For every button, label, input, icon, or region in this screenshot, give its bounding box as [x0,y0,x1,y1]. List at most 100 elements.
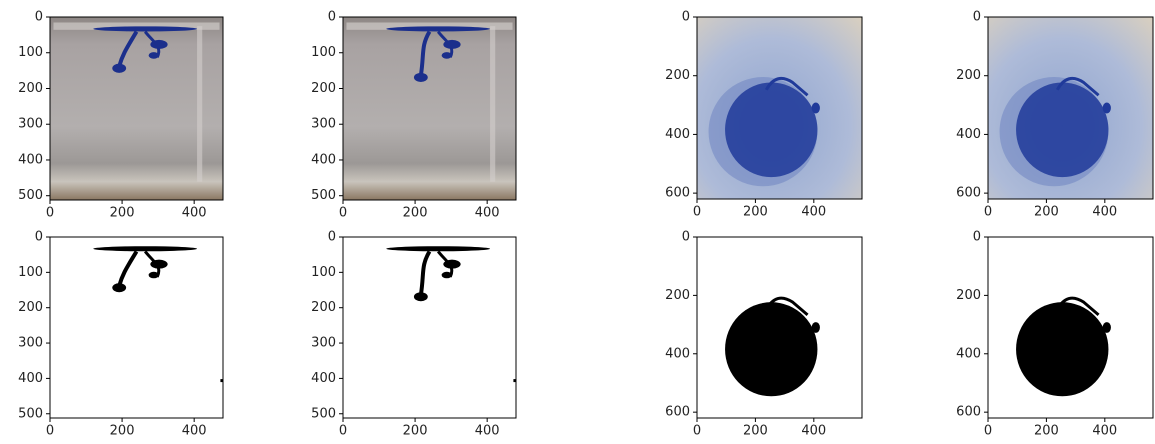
panel: 0 200 400 0 200 400 600 [665,10,862,220]
y-tick-label: 400 [665,346,690,361]
y-tick-label: 400 [665,127,690,142]
image-content [812,322,820,333]
y-tick-label: 600 [665,405,690,420]
image-content [725,302,817,396]
x-tick-label: 0 [339,424,347,439]
y-tick-label: 600 [956,405,981,420]
y-tick-label: 200 [956,288,981,303]
image-content [50,237,223,418]
y-tick-label: 0 [328,10,336,25]
y-tick-label: 0 [973,10,981,25]
image-content [414,292,428,301]
image-content [93,246,197,251]
x-tick-label: 0 [984,205,992,220]
y-tick-label: 400 [311,371,336,386]
image-content [149,272,159,279]
image-content [112,64,126,73]
y-tick-label: 200 [665,68,690,83]
y-tick-label: 300 [18,336,43,351]
panel: 0 200 400 0 100 200 300 400 500 [18,10,223,221]
image-content [386,26,490,31]
image-content [1016,302,1108,396]
x-tick-label: 0 [339,206,347,221]
y-tick-label: 0 [682,10,690,25]
y-tick-label: 500 [311,188,336,203]
y-tick-label: 600 [665,186,690,201]
image-content [443,260,460,269]
image-content [150,40,167,49]
x-tick-label: 200 [403,424,428,439]
y-tick-label: 200 [18,81,43,96]
x-tick-label: 400 [801,205,826,220]
image-content [1103,322,1111,333]
y-tick-label: 200 [311,300,336,315]
x-tick-label: 200 [403,206,428,221]
panel: 0 200 400 0 100 200 300 400 500 [311,230,516,439]
y-tick-label: 300 [311,117,336,132]
y-tick-label: 0 [682,230,690,245]
y-tick-label: 500 [18,406,43,421]
image-content [197,26,202,182]
y-tick-label: 100 [311,45,336,60]
y-tick-label: 300 [18,117,43,132]
x-tick-label: 200 [110,424,135,439]
panel: 0 200 400 0 200 400 600 [665,230,862,439]
image-content [414,73,428,82]
y-tick-label: 100 [311,265,336,280]
image-content [343,237,516,418]
figure: 0200400010020030040050002004000100200300… [0,0,1155,444]
panel: 0 200 400 0 100 200 300 400 500 [311,10,516,221]
x-tick-label: 0 [693,205,701,220]
y-tick-label: 400 [18,152,43,167]
y-tick-label: 300 [311,336,336,351]
x-tick-label: 200 [743,205,768,220]
image-content [442,272,452,279]
x-tick-label: 400 [1092,424,1117,439]
image-content [1103,103,1111,114]
x-tick-label: 200 [1034,205,1059,220]
y-tick-label: 0 [35,10,43,25]
x-tick-label: 400 [475,424,500,439]
image-content [112,283,126,292]
image-content [442,52,452,59]
y-tick-label: 0 [973,230,981,245]
image-content [1016,83,1108,178]
y-tick-label: 200 [18,300,43,315]
panel: 0 200 400 0 200 400 600 [956,230,1153,439]
x-tick-label: 400 [1092,205,1117,220]
image-content [490,26,495,182]
y-tick-label: 400 [956,346,981,361]
y-tick-label: 600 [956,186,981,201]
y-tick-label: 200 [665,288,690,303]
x-tick-label: 400 [475,206,500,221]
y-tick-label: 100 [18,45,43,60]
x-tick-label: 200 [1034,424,1059,439]
y-tick-label: 0 [328,230,336,245]
x-tick-label: 400 [801,424,826,439]
y-tick-label: 0 [35,230,43,245]
y-tick-label: 500 [311,406,336,421]
y-tick-label: 200 [956,68,981,83]
x-tick-label: 200 [743,424,768,439]
x-tick-label: 0 [46,424,54,439]
y-tick-label: 500 [18,188,43,203]
x-tick-label: 400 [182,206,207,221]
image-content [149,52,159,59]
y-tick-label: 200 [311,81,336,96]
y-tick-label: 400 [956,127,981,142]
image-content [725,83,817,178]
image-content [812,103,820,114]
image-content [443,40,460,49]
y-tick-label: 100 [18,265,43,280]
x-tick-label: 0 [46,206,54,221]
image-content [386,246,490,251]
y-tick-label: 400 [311,152,336,167]
x-tick-label: 400 [182,424,207,439]
image-content [150,260,167,269]
panel: 0 200 400 0 200 400 600 [956,10,1153,220]
x-tick-label: 200 [110,206,135,221]
x-tick-label: 0 [984,424,992,439]
image-content [93,26,197,31]
x-tick-label: 0 [693,424,701,439]
